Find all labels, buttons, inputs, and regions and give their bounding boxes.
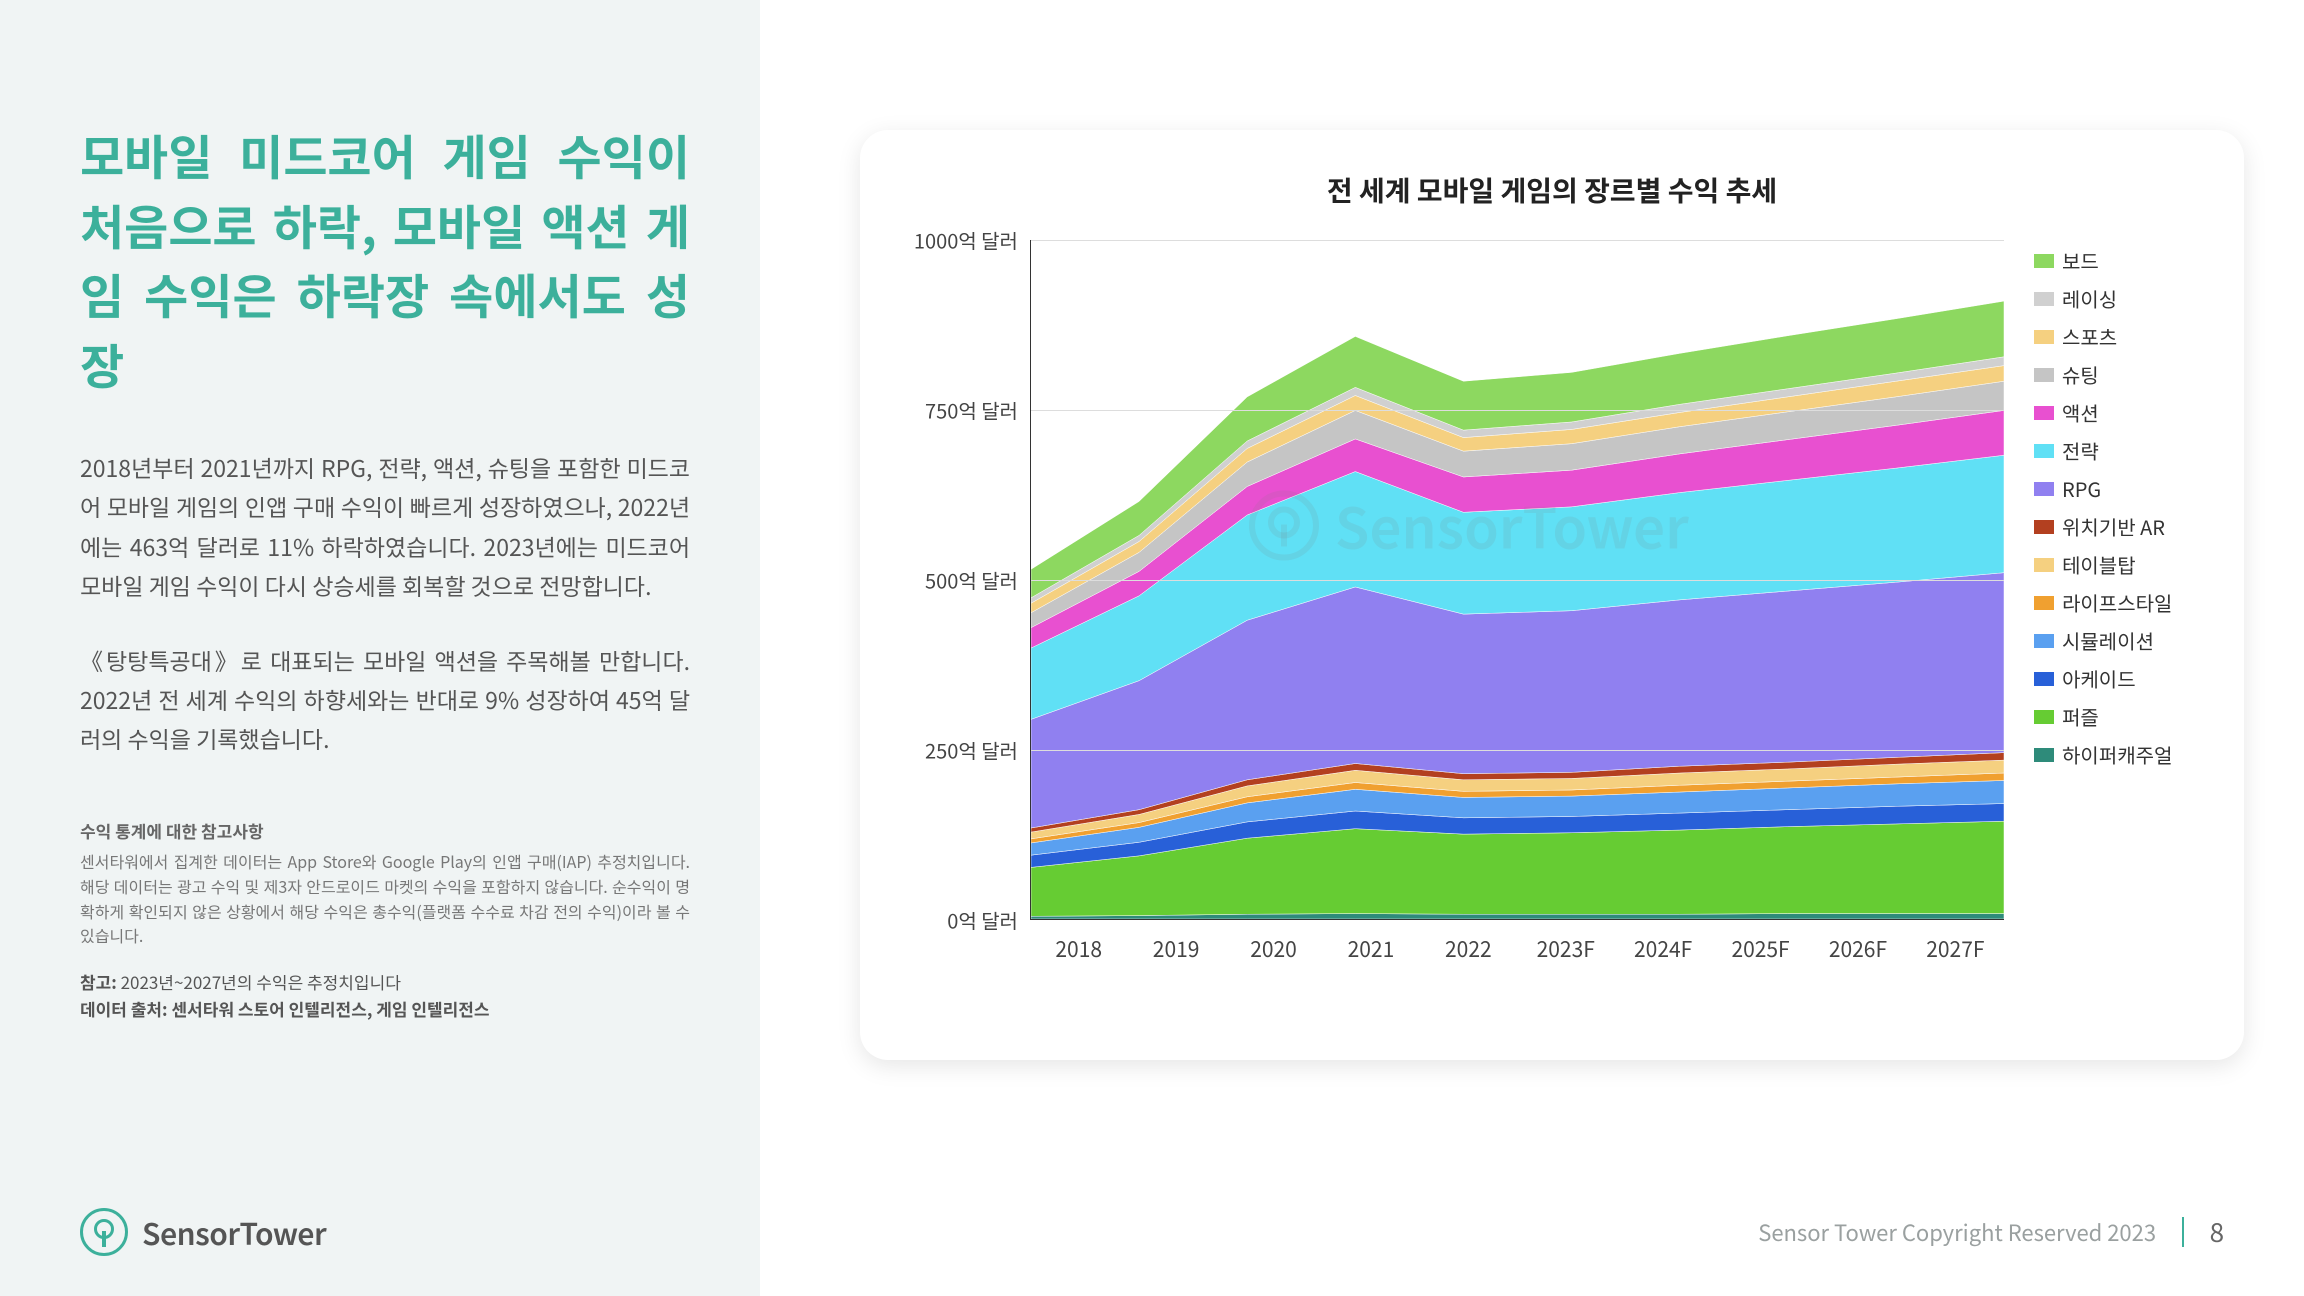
x-tick-label: 2025F xyxy=(1712,934,1809,970)
x-tick-label: 2024F xyxy=(1614,934,1711,970)
legend-label: 라이프스타일 xyxy=(2062,588,2172,617)
legend-item: 레이싱 xyxy=(2034,284,2204,313)
right-panel: 전 세계 모바일 게임의 장르별 수익 추세 0억 달러 250억 달러 500억 … xyxy=(760,0,2304,1296)
chart-card: 전 세계 모바일 게임의 장르별 수익 추세 0억 달러 250억 달러 500억 … xyxy=(860,130,2244,1060)
y-axis: 0억 달러250억 달러500억 달러750억 달러1000억 달러 xyxy=(900,240,1030,920)
logo: SensorTower xyxy=(80,1208,690,1256)
legend-item: 아케이드 xyxy=(2034,664,2204,693)
x-tick-label: 2023F xyxy=(1517,934,1614,970)
legend-item: 전략 xyxy=(2034,436,2204,465)
legend-swatch xyxy=(2034,292,2054,306)
legend-item: 하이퍼캐주얼 xyxy=(2034,740,2204,769)
notes-section: 수익 통계에 대한 참고사항 센서타워에서 집계한 데이터는 App Store… xyxy=(80,818,690,1023)
x-tick-label: 2020 xyxy=(1225,934,1322,970)
x-tick-label: 2027F xyxy=(1907,934,2004,970)
legend-label: 스포츠 xyxy=(2062,322,2117,351)
legend-item: 시뮬레이션 xyxy=(2034,626,2204,655)
legend-label: 레이싱 xyxy=(2062,284,2117,313)
notes-body: 센서타워에서 집계한 데이터는 App Store와 Google Play의 … xyxy=(80,849,690,948)
legend-swatch xyxy=(2034,558,2054,572)
footer: Sensor Tower Copyright Reserved 2023 8 xyxy=(1758,1213,2224,1250)
legend-item: 보드 xyxy=(2034,246,2204,275)
legend-label: 보드 xyxy=(2062,246,2099,275)
legend-swatch xyxy=(2034,634,2054,648)
x-tick-label: 2022 xyxy=(1420,934,1517,970)
legend-item: 테이블탑 xyxy=(2034,550,2204,579)
chart-title: 전 세계 모바일 게임의 장르별 수익 추세 xyxy=(900,170,2204,210)
legend-label: 하이퍼캐주얼 xyxy=(2062,740,2172,769)
plot-wrap: 0억 달러250억 달러500억 달러750억 달러1000억 달러 Senso… xyxy=(900,240,2204,1020)
legend-swatch xyxy=(2034,444,2054,458)
legend-swatch xyxy=(2034,406,2054,420)
legend-item: 스포츠 xyxy=(2034,322,2204,351)
legend-swatch xyxy=(2034,482,2054,496)
legend-item: 퍼즐 xyxy=(2034,702,2204,731)
x-tick-label: 2018 xyxy=(1030,934,1127,970)
x-tick-label: 2026F xyxy=(1809,934,1906,970)
legend-label: RPG xyxy=(2062,474,2101,503)
legend-swatch xyxy=(2034,330,2054,344)
legend-label: 퍼즐 xyxy=(2062,702,2099,731)
reference-note: 참고: 2023년~2027년의 수익은 추정치입니다 xyxy=(80,968,690,995)
sensortower-icon xyxy=(80,1208,128,1256)
page-number: 8 xyxy=(2210,1213,2224,1250)
notes-title: 수익 통계에 대한 참고사항 xyxy=(80,818,690,843)
logo-text: SensorTower xyxy=(142,1210,326,1254)
y-tick-label: 750억 달러 xyxy=(925,396,1018,425)
paragraph-1: 2018년부터 2021년까지 RPG, 전략, 액션, 슈팅을 포함한 미드코… xyxy=(80,448,690,604)
legend-item: 위치기반 AR xyxy=(2034,512,2204,541)
y-tick-label: 1000억 달러 xyxy=(914,226,1018,255)
x-tick-label: 2019 xyxy=(1127,934,1224,970)
legend-swatch xyxy=(2034,368,2054,382)
x-axis: 201820192020202120222023F2024F2025F2026F… xyxy=(1030,920,2004,970)
legend-item: 슈팅 xyxy=(2034,360,2204,389)
legend-label: 테이블탑 xyxy=(2062,550,2136,579)
legend-swatch xyxy=(2034,672,2054,686)
y-tick-label: 250억 달러 xyxy=(925,736,1018,765)
left-panel: 모바일 미드코어 게임 수익이 처음으로 하락, 모바일 액션 게임 수익은 하… xyxy=(0,0,760,1296)
footer-divider xyxy=(2182,1217,2184,1247)
legend-swatch xyxy=(2034,254,2054,268)
legend-swatch xyxy=(2034,710,2054,724)
legend-swatch xyxy=(2034,748,2054,762)
legend-item: 액션 xyxy=(2034,398,2204,427)
paragraph-2: 《탕탕특공대》로 대표되는 모바일 액션을 주목해볼 만합니다. 2022년 전… xyxy=(80,641,690,758)
legend-item: 라이프스타일 xyxy=(2034,588,2204,617)
data-source: 데이터 출처: 센서타워 스토어 인텔리전스, 게임 인텔리전스 xyxy=(80,995,690,1022)
x-tick-label: 2021 xyxy=(1322,934,1419,970)
y-tick-label: 500억 달러 xyxy=(925,566,1018,595)
legend-label: 슈팅 xyxy=(2062,360,2099,389)
legend-swatch xyxy=(2034,596,2054,610)
legend-label: 위치기반 AR xyxy=(2062,512,2165,541)
legend-item: RPG xyxy=(2034,474,2204,503)
copyright: Sensor Tower Copyright Reserved 2023 xyxy=(1758,1216,2156,1248)
plot-area: SensorTower xyxy=(1030,240,2004,920)
y-tick-label: 0억 달러 xyxy=(947,906,1018,935)
legend-label: 전략 xyxy=(2062,436,2099,465)
legend: 보드레이싱스포츠슈팅액션전략 RPG 위치기반 AR 테이블탑라이프스타일시뮬레이션아… xyxy=(2004,240,2204,1020)
legend-label: 아케이드 xyxy=(2062,664,2136,693)
legend-label: 시뮬레이션 xyxy=(2062,626,2154,655)
headline: 모바일 미드코어 게임 수익이 처음으로 하락, 모바일 액션 게임 수익은 하… xyxy=(80,120,690,398)
legend-swatch xyxy=(2034,520,2054,534)
legend-label: 액션 xyxy=(2062,398,2099,427)
